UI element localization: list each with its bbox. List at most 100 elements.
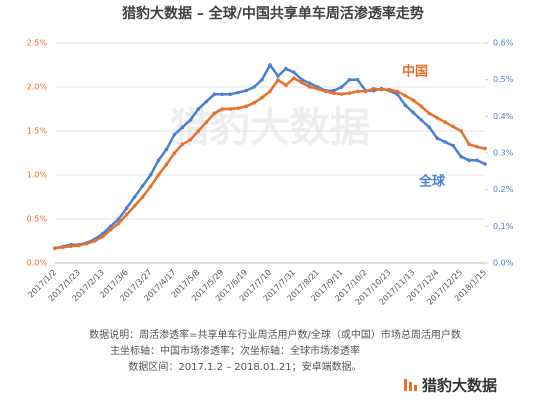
point xyxy=(331,88,336,93)
point xyxy=(188,138,193,142)
point xyxy=(244,104,248,109)
point xyxy=(308,81,312,86)
point xyxy=(475,145,479,149)
point xyxy=(268,63,272,67)
point xyxy=(347,91,352,95)
point xyxy=(180,142,185,146)
point xyxy=(443,140,447,144)
point xyxy=(172,132,177,137)
point xyxy=(108,224,113,229)
point xyxy=(204,120,209,124)
point xyxy=(292,76,296,80)
footnote: 数据区间：2017.1.2 – 2018.01.21；安卓端数据。 xyxy=(128,360,361,373)
point xyxy=(53,246,57,250)
point xyxy=(323,89,328,94)
logo: 猎豹大数据 xyxy=(404,377,497,395)
y2-tick-label: 0.1% xyxy=(493,222,514,231)
point xyxy=(284,83,288,88)
point xyxy=(411,110,416,115)
point xyxy=(355,89,360,94)
point xyxy=(419,104,424,109)
point xyxy=(140,184,145,188)
point xyxy=(403,103,408,108)
point xyxy=(435,116,440,120)
point xyxy=(300,80,304,85)
point xyxy=(124,212,129,217)
point xyxy=(228,107,232,111)
point xyxy=(387,87,392,92)
point xyxy=(252,101,256,105)
point xyxy=(140,195,145,199)
y-tick-label: 1.0% xyxy=(27,171,48,180)
point xyxy=(268,89,272,94)
point xyxy=(148,173,153,177)
point xyxy=(116,221,121,226)
point xyxy=(212,92,217,97)
point xyxy=(61,245,65,249)
logo-bar xyxy=(404,379,407,391)
point xyxy=(252,85,256,89)
y2-tick-label: 0.2% xyxy=(493,185,514,194)
point xyxy=(315,86,320,91)
point xyxy=(355,77,360,82)
point xyxy=(467,158,471,163)
point xyxy=(69,244,73,249)
logo-bar xyxy=(409,382,412,391)
point xyxy=(403,94,408,98)
point xyxy=(116,217,121,221)
point xyxy=(220,92,225,97)
point xyxy=(228,92,232,97)
point xyxy=(300,77,304,82)
y-tick-label: 0.0% xyxy=(27,259,48,268)
point xyxy=(395,92,400,97)
point xyxy=(100,234,105,239)
point xyxy=(172,151,177,155)
point xyxy=(93,239,97,243)
chart-title: 猎豹大数据 – 全球/中国共享单车周活渗透率走势 xyxy=(122,5,424,22)
footnote: 主坐标轴：中国市场渗透率；次坐标轴：全球市场渗透率 xyxy=(110,344,360,357)
point xyxy=(379,87,384,92)
point xyxy=(236,106,240,110)
point xyxy=(339,92,344,96)
point xyxy=(371,86,376,91)
point xyxy=(427,125,432,130)
point xyxy=(77,243,81,248)
y2-tick-label: 0.0% xyxy=(493,259,514,268)
point xyxy=(363,89,368,94)
point xyxy=(148,184,153,189)
point xyxy=(284,66,288,71)
point xyxy=(339,85,344,89)
watermark: 猎豹大数据 xyxy=(170,105,370,151)
logo-bar xyxy=(414,385,417,391)
y2-tick-label: 0.3% xyxy=(493,149,514,158)
point xyxy=(276,74,280,78)
y-tick-label: 2.0% xyxy=(27,83,48,92)
point xyxy=(308,85,312,89)
point xyxy=(85,241,89,246)
point xyxy=(292,70,296,75)
point xyxy=(108,227,113,232)
point xyxy=(483,146,487,151)
y2-tick-label: 0.4% xyxy=(493,112,514,121)
point xyxy=(212,111,217,116)
point xyxy=(188,118,193,122)
point xyxy=(132,195,137,199)
y-tick-label: 0.5% xyxy=(27,215,48,224)
point xyxy=(220,107,225,111)
series-label: 中国 xyxy=(402,64,428,80)
point xyxy=(451,124,455,129)
point xyxy=(164,162,169,167)
point xyxy=(132,204,137,208)
point xyxy=(475,158,479,163)
point xyxy=(347,77,352,82)
logo-text: 猎豹大数据 xyxy=(422,377,497,395)
point xyxy=(395,89,400,94)
point xyxy=(180,125,185,130)
point xyxy=(196,107,201,111)
point xyxy=(236,90,240,95)
point xyxy=(419,118,424,122)
point xyxy=(459,129,463,133)
point xyxy=(260,77,264,82)
point xyxy=(443,120,447,124)
